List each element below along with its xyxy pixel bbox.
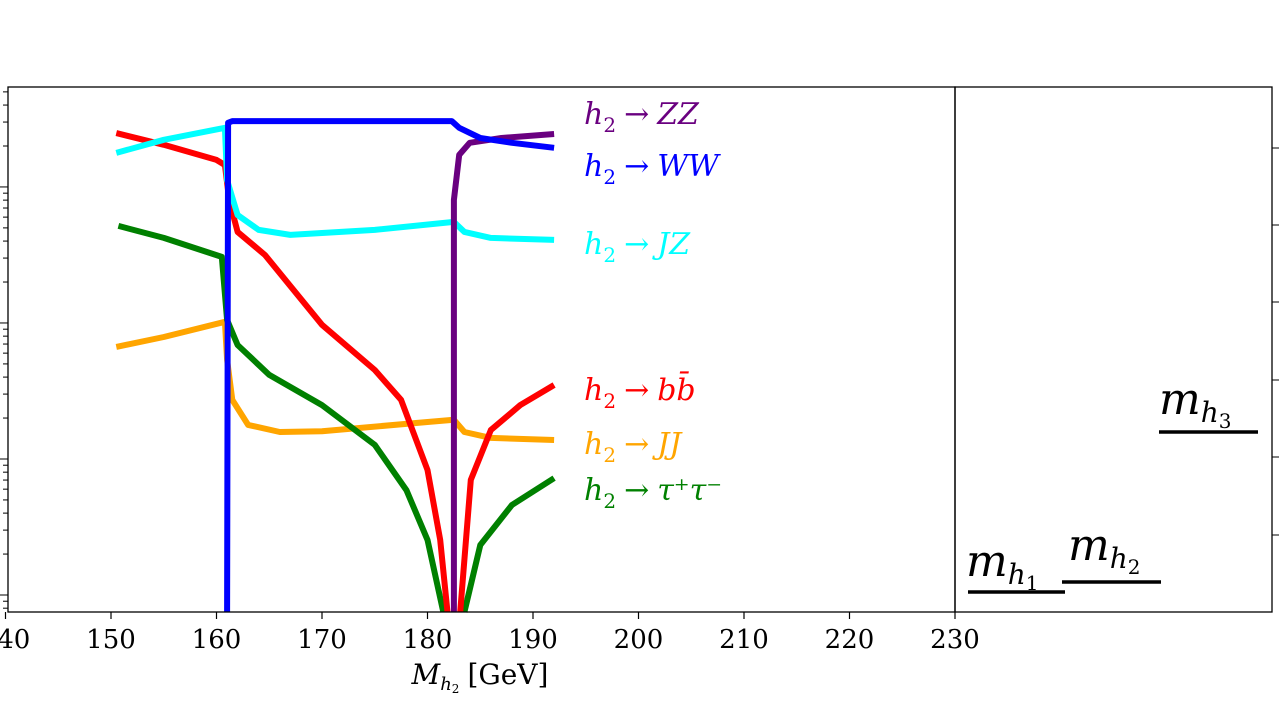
series-label-JZ: h2 → JZ xyxy=(584,227,691,267)
series-line-bb-branch2 xyxy=(457,382,556,613)
level-label-mh1: mh1 xyxy=(966,536,1039,595)
x-tick-label: 190 xyxy=(508,625,558,655)
series-line-ZZ xyxy=(450,131,555,612)
x-tick-label: 160 xyxy=(192,625,242,655)
series-label-JJ: h2 → JJ xyxy=(584,427,683,467)
plot-curves xyxy=(115,118,556,613)
axis-ticks xyxy=(0,91,1279,619)
x-tick-label: 180 xyxy=(403,625,453,655)
x-tick-label: 170 xyxy=(297,625,347,655)
left-axes-frame xyxy=(7,86,956,613)
x-tick-label: 150 xyxy=(86,625,136,655)
series-labels: h2 → ZZ h2 → WW h2 → JZ h2 → bb̄ h2 → JJ h2 → τ⁺τ⁻ xyxy=(584,97,722,513)
x-tick-label: 230 xyxy=(930,625,980,655)
x-axis-label: Mh2 [GeV] xyxy=(411,658,549,696)
series-line-tautau-branch2 xyxy=(461,475,556,613)
series-line-bb xyxy=(115,130,451,613)
right-axes-frame xyxy=(954,86,1273,613)
x-tick-label: 140 xyxy=(0,625,30,655)
x-tick-label: 200 xyxy=(614,625,664,655)
x-tick-label: 210 xyxy=(719,625,769,655)
series-label-bb: h2 → bb̄ xyxy=(584,370,696,413)
x-tick-label: 220 xyxy=(825,625,875,655)
level-label-mh3: mh3 xyxy=(1159,374,1232,433)
series-line-WW xyxy=(224,118,555,613)
series-label-WW: h2 → WW xyxy=(584,149,721,189)
series-line-tautau xyxy=(117,222,447,613)
level-label-mh2: mh2 xyxy=(1068,520,1141,579)
series-label-ZZ: h2 → ZZ xyxy=(584,97,700,137)
energy-levels: mh1 mh2 mh3 xyxy=(966,374,1258,595)
series-label-tautau: h2 → τ⁺τ⁻ xyxy=(584,473,722,513)
series-line-JZ xyxy=(115,124,555,243)
x-tick-labels: 140 150 160 170 180 190 200 210 220 230 xyxy=(0,625,980,655)
